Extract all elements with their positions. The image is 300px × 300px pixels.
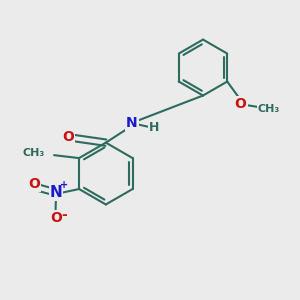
- Text: +: +: [60, 180, 68, 190]
- Text: CH₃: CH₃: [258, 103, 280, 114]
- Text: -: -: [61, 208, 67, 222]
- Text: O: O: [28, 177, 40, 191]
- Text: O: O: [235, 97, 246, 111]
- Text: N: N: [126, 116, 138, 130]
- Text: CH₃: CH₃: [23, 148, 45, 158]
- Text: O: O: [62, 130, 74, 144]
- Text: O: O: [50, 211, 62, 225]
- Text: N: N: [50, 185, 62, 200]
- Text: H: H: [149, 121, 160, 134]
